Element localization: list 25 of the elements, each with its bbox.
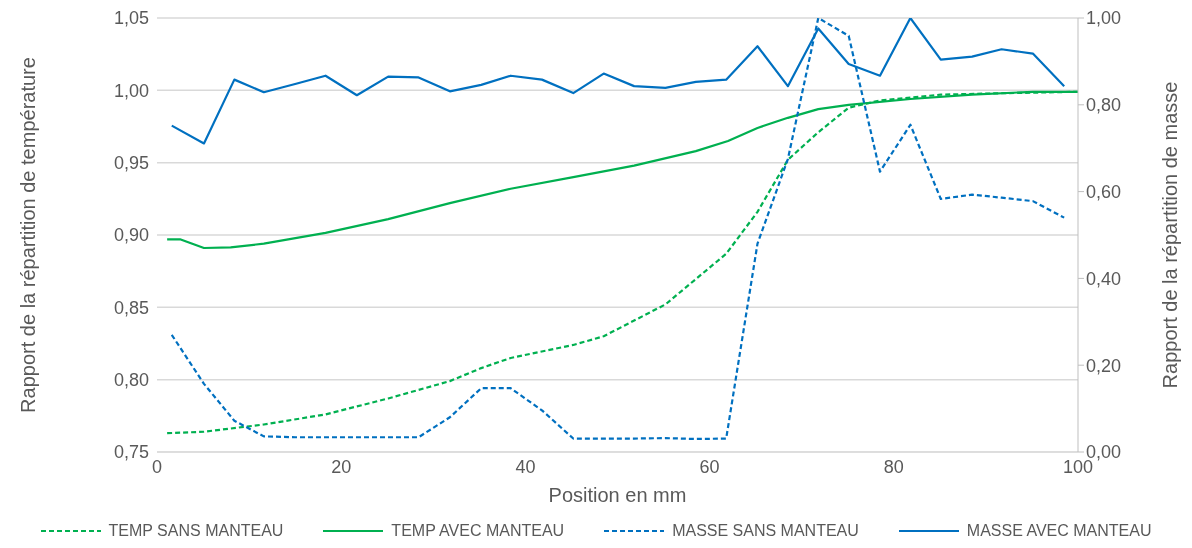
y-tick-label: 0,85 xyxy=(113,297,149,318)
x-tick-label: 0 xyxy=(151,456,163,477)
x-tick-label: 60 xyxy=(699,456,720,477)
y-tick-label: 1,05 xyxy=(113,8,149,29)
legend-label: TEMP SANS MANTEAU xyxy=(108,522,284,540)
y-tick-label: 1,00 xyxy=(113,80,149,101)
y2-tick-label: 0,40 xyxy=(1086,268,1122,289)
x-tick-label: 80 xyxy=(883,456,904,477)
y2-tick-label: 0,80 xyxy=(1086,95,1122,116)
y-tick-label: 0,80 xyxy=(113,370,149,391)
y2-tick-label: 0,20 xyxy=(1086,355,1122,376)
y2-tick-label: 1,00 xyxy=(1086,8,1122,29)
legend-label: MASSE SANS MANTEAU xyxy=(672,522,859,540)
legend-label: MASSE AVEC MANTEAU xyxy=(966,522,1152,540)
x-tick-label: 40 xyxy=(515,456,536,477)
y2-axis-title: Rapport de la répartition de masse xyxy=(1159,81,1182,389)
legend-label: TEMP AVEC MANTEAU xyxy=(391,522,565,540)
y-tick-label: 0,75 xyxy=(113,442,149,463)
x-axis-title: Position en mm xyxy=(548,484,687,506)
x-tick-label: 20 xyxy=(331,456,352,477)
y-axis-title: Rapport de la répartition de température xyxy=(17,57,40,413)
y-tick-label: 0,95 xyxy=(113,153,149,174)
y2-tick-label: 0,60 xyxy=(1086,181,1122,202)
line-series xyxy=(170,18,1066,441)
y-tick-label: 0,90 xyxy=(113,225,149,246)
